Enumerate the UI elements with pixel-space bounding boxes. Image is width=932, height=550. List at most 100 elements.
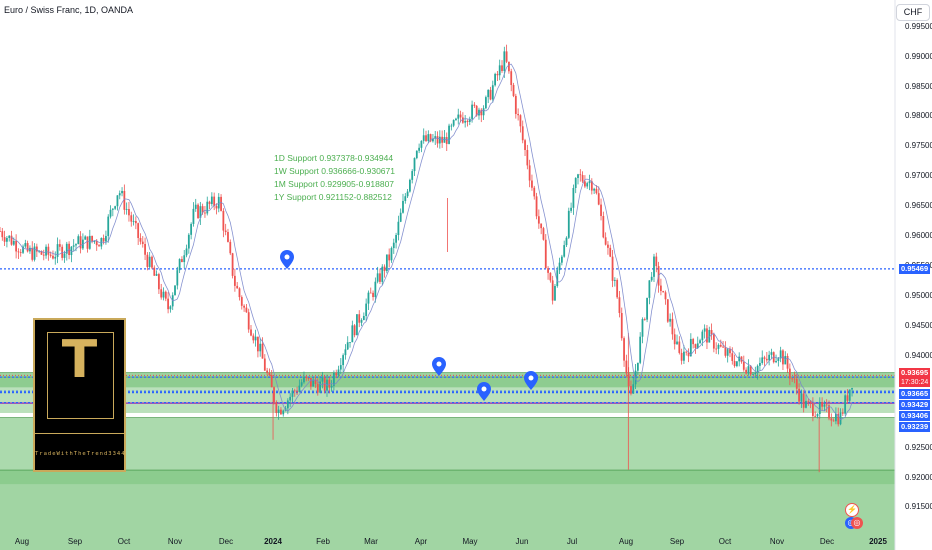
candle-body: [567, 210, 570, 238]
candle-body: [291, 390, 294, 397]
y-tick: 0.95000: [905, 291, 932, 300]
candle-body: [775, 361, 777, 363]
candle-body: [406, 191, 409, 197]
x-tick: Aug: [14, 537, 30, 546]
candle-body: [699, 340, 701, 344]
lightning-icon[interactable]: ⚡: [845, 503, 859, 517]
candle-body: [735, 361, 738, 367]
candle-body: [10, 235, 13, 245]
candle-body: [0, 231, 1, 232]
currency-button[interactable]: CHF: [896, 4, 930, 21]
candle-body: [791, 378, 794, 380]
alert-marker[interactable]: [477, 382, 491, 401]
candle-body: [475, 105, 478, 116]
candle-body: [222, 210, 225, 231]
candle-body: [726, 349, 729, 356]
alert-marker[interactable]: [280, 250, 294, 269]
candle-body: [176, 270, 179, 286]
candle-body: [717, 344, 720, 349]
candle-body: [491, 85, 494, 100]
candle-body: [388, 254, 391, 261]
candle-body: [217, 196, 220, 209]
candle-body: [680, 352, 683, 361]
candle-body: [160, 289, 163, 298]
candle-body: [358, 314, 361, 323]
x-tick: Jun: [515, 537, 529, 546]
candle-body: [8, 235, 11, 239]
x-tick: Oct: [718, 537, 732, 546]
candle-body: [537, 216, 540, 224]
candle-body: [779, 350, 782, 359]
candle-body: [639, 336, 642, 363]
candle-body: [213, 196, 216, 207]
candle-body: [814, 415, 817, 417]
candle-body: [800, 393, 803, 402]
candle-body: [572, 187, 575, 208]
candle-body: [402, 200, 404, 213]
candle-body: [114, 206, 117, 209]
candle-body: [584, 181, 586, 187]
candle-body: [514, 95, 517, 114]
candle-body: [625, 360, 628, 374]
candle-body: [404, 196, 407, 201]
x-tick: Sep: [669, 537, 685, 546]
y-tick: 0.99000: [905, 52, 932, 61]
alert-marker[interactable]: [524, 371, 538, 390]
candle-body: [595, 188, 598, 194]
candle-body: [835, 413, 837, 422]
candle-body: [293, 390, 296, 392]
candle-body: [102, 237, 105, 242]
candle-body: [289, 396, 292, 401]
candle-body: [512, 84, 515, 96]
candle-body: [722, 346, 724, 348]
candle-body: [250, 329, 252, 336]
candle-body: [503, 51, 506, 71]
candle-body: [438, 136, 441, 144]
symbol-title[interactable]: Euro / Swiss Franc, 1D, OANDA: [4, 5, 134, 15]
candle-body: [123, 190, 126, 210]
candle-body: [314, 379, 317, 384]
candle-body: [805, 400, 807, 408]
candle-body: [825, 404, 828, 406]
candle-body: [685, 351, 688, 353]
candle-body: [392, 242, 395, 249]
candle-body: [268, 372, 271, 376]
candle-body: [600, 204, 602, 217]
candle-body: [823, 404, 826, 407]
candle-body: [197, 204, 199, 219]
candle-body: [22, 246, 24, 253]
candle-body: [703, 328, 706, 332]
candle-body: [26, 243, 29, 252]
candle-body: [708, 330, 711, 343]
candle-body: [683, 351, 685, 361]
candle-body: [208, 201, 211, 205]
candle-body: [655, 256, 658, 267]
candle-body: [848, 389, 851, 401]
candle-body: [461, 117, 464, 123]
logo-letter: T: [61, 330, 98, 390]
candle-body: [323, 377, 326, 391]
candle-body: [558, 262, 561, 271]
candle-body: [15, 241, 18, 252]
candle-body: [111, 208, 114, 210]
candle-body: [745, 369, 748, 374]
x-tick: 2024: [264, 537, 282, 546]
candle-body: [362, 316, 365, 321]
candle-body: [671, 318, 674, 335]
event-icon[interactable]: ◎: [851, 517, 863, 529]
candle-body: [185, 248, 188, 256]
candle-body: [526, 149, 529, 166]
candle-body: [816, 414, 819, 417]
candle-body: [399, 212, 402, 222]
candle-body: [270, 375, 273, 388]
candle-body: [749, 366, 752, 375]
candle-body: [220, 196, 222, 211]
alert-marker[interactable]: [432, 357, 446, 376]
candle-body: [418, 147, 421, 151]
candle-body: [245, 307, 248, 313]
candle-body: [75, 244, 77, 246]
candle-body: [194, 204, 197, 209]
candle-body: [47, 246, 50, 255]
candle-body: [554, 286, 556, 301]
